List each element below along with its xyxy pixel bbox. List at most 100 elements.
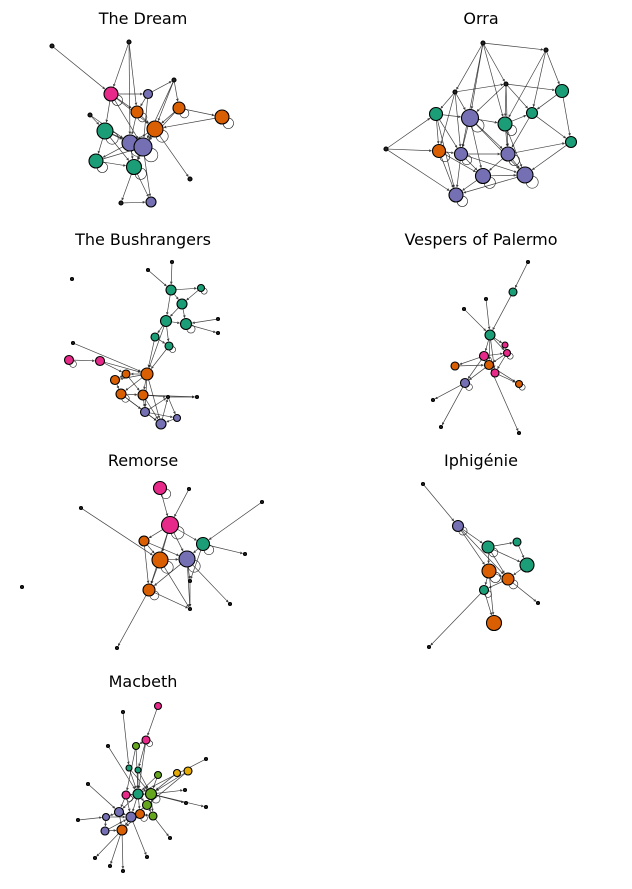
edge bbox=[140, 797, 144, 802]
edge bbox=[112, 134, 123, 140]
node bbox=[431, 143, 447, 159]
node bbox=[452, 89, 458, 95]
edge bbox=[88, 784, 116, 809]
edge bbox=[151, 348, 167, 369]
edge bbox=[136, 173, 149, 198]
node bbox=[187, 176, 193, 182]
panel-title-remorse: Remorse bbox=[108, 451, 178, 470]
node bbox=[428, 106, 444, 122]
edge bbox=[130, 770, 148, 790]
edge bbox=[437, 120, 455, 188]
panel-macbeth: Macbeth bbox=[75, 672, 209, 874]
edge bbox=[161, 398, 169, 420]
node bbox=[103, 86, 119, 102]
node bbox=[151, 551, 169, 569]
node bbox=[484, 329, 496, 341]
edge bbox=[490, 551, 505, 574]
node bbox=[116, 824, 128, 836]
edge bbox=[53, 46, 106, 90]
node bbox=[516, 166, 534, 184]
node bbox=[383, 146, 389, 152]
edge bbox=[487, 339, 491, 360]
edge bbox=[147, 394, 195, 399]
node bbox=[69, 276, 75, 282]
node bbox=[453, 146, 469, 162]
node bbox=[525, 259, 531, 265]
panel-title-iphigenie: Iphigénie bbox=[444, 451, 518, 470]
node bbox=[215, 316, 221, 322]
node bbox=[215, 330, 221, 336]
edge bbox=[507, 83, 556, 92]
edge bbox=[155, 774, 175, 791]
nodes bbox=[63, 259, 221, 430]
edge bbox=[387, 149, 450, 191]
edge bbox=[464, 309, 487, 332]
edge bbox=[156, 772, 185, 791]
edge bbox=[147, 709, 158, 736]
node bbox=[87, 112, 93, 118]
edge bbox=[122, 200, 146, 204]
edge bbox=[493, 541, 513, 547]
edge bbox=[441, 156, 454, 188]
edge bbox=[518, 545, 525, 559]
edge bbox=[140, 97, 146, 107]
node bbox=[131, 741, 141, 751]
edge bbox=[168, 398, 176, 415]
edge bbox=[184, 108, 215, 117]
edge bbox=[531, 144, 567, 171]
edge bbox=[159, 135, 189, 177]
node bbox=[144, 854, 150, 860]
edge bbox=[97, 138, 104, 154]
node bbox=[459, 377, 471, 389]
edge bbox=[103, 362, 122, 373]
edge bbox=[109, 137, 129, 161]
edge bbox=[434, 384, 462, 400]
node bbox=[485, 614, 503, 632]
edge bbox=[143, 155, 152, 197]
node bbox=[259, 499, 265, 505]
node bbox=[480, 40, 486, 46]
edge bbox=[119, 374, 142, 380]
node bbox=[179, 317, 193, 331]
edge bbox=[116, 97, 132, 109]
edge bbox=[121, 173, 132, 201]
node bbox=[430, 397, 436, 403]
edge bbox=[440, 93, 455, 145]
node bbox=[178, 550, 196, 568]
edge bbox=[146, 544, 155, 554]
edge bbox=[441, 386, 464, 426]
node bbox=[120, 709, 126, 715]
node bbox=[144, 787, 158, 801]
edge bbox=[442, 114, 462, 119]
node bbox=[133, 137, 153, 157]
node bbox=[426, 644, 432, 650]
edge bbox=[461, 44, 483, 148]
edge bbox=[109, 813, 115, 816]
node bbox=[19, 584, 25, 590]
panel-title-orra: Orra bbox=[463, 9, 498, 28]
edge bbox=[490, 368, 519, 432]
edge bbox=[507, 85, 528, 109]
node bbox=[196, 283, 206, 293]
edge bbox=[74, 343, 141, 372]
node bbox=[483, 359, 495, 371]
edge bbox=[154, 592, 189, 609]
edge bbox=[462, 126, 469, 148]
edge bbox=[454, 93, 462, 147]
edge bbox=[192, 564, 229, 603]
edge bbox=[170, 307, 179, 317]
edge bbox=[177, 528, 197, 541]
edges bbox=[423, 484, 537, 646]
edge bbox=[191, 325, 217, 334]
edge bbox=[514, 263, 528, 288]
node bbox=[145, 196, 157, 208]
panel-vespers-of-palermo: Vespers of Palermo bbox=[404, 230, 558, 436]
edge bbox=[497, 355, 506, 370]
edge bbox=[484, 577, 488, 586]
edge bbox=[116, 383, 120, 389]
edges bbox=[79, 709, 205, 869]
edge bbox=[493, 337, 503, 344]
edge bbox=[137, 743, 146, 789]
edge bbox=[546, 51, 560, 85]
edge bbox=[436, 120, 440, 144]
